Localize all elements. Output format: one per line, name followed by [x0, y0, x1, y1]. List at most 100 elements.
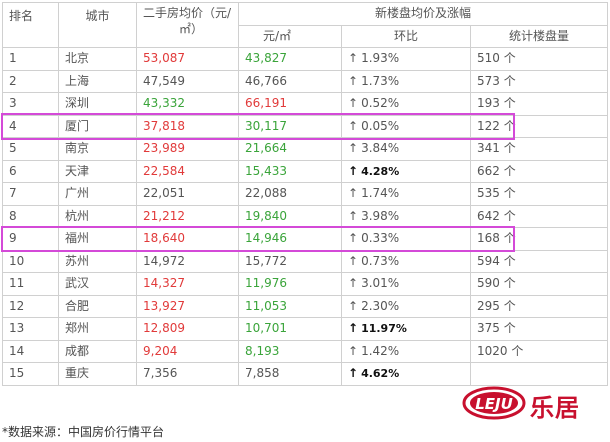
- cell-new-price: 7,858: [238, 362, 342, 386]
- cell-secondhand-price: 47,549: [136, 69, 239, 93]
- cell-city: 武汉: [58, 272, 137, 296]
- table-row: 14 成都 9,204 8,193 ↑ 1.42% 1020 个: [2, 339, 609, 363]
- cell-secondhand-price: 22,584: [136, 159, 239, 183]
- leju-logo-text: 乐居: [530, 394, 580, 422]
- cell-mom: ↑ 0.05%: [341, 114, 471, 138]
- up-arrow-icon: ↑: [348, 208, 359, 223]
- header-newhouse-group: 新楼盘均价及涨幅: [237, 2, 609, 26]
- cell-mom: ↑ 0.73%: [341, 249, 471, 273]
- cell-city: 杭州: [58, 204, 137, 228]
- cell-new-price: 46,766: [238, 69, 342, 93]
- cell-city: 厦门: [58, 114, 137, 138]
- cell-city: 成都: [58, 339, 137, 363]
- up-arrow-icon: ↑: [348, 141, 359, 156]
- up-arrow-icon: ↑: [348, 253, 359, 268]
- cell-secondhand-price: 53,087: [136, 47, 239, 71]
- table-row: 15 重庆 7,356 7,858 ↑ 4.62%: [2, 362, 609, 386]
- cell-rank: 3: [2, 92, 59, 116]
- cell-secondhand-price: 22,051: [136, 182, 239, 206]
- cell-city: 上海: [58, 69, 137, 93]
- price-ranking-table: 排名 城市 二手房均价（元/ ㎡） 新楼盘均价及涨幅 元/㎡ 环比 统计楼盘量 …: [2, 2, 609, 386]
- mom-value: 11.97%: [361, 322, 407, 336]
- cell-secondhand-price: 9,204: [136, 339, 239, 363]
- cell-new-price: 10,701: [238, 317, 342, 341]
- mom-value: 0.33%: [361, 231, 400, 246]
- up-arrow-icon: ↑: [348, 321, 359, 336]
- cell-rank: 2: [2, 69, 59, 93]
- cell-mom: ↑ 1.74%: [341, 182, 471, 206]
- cell-city: 广州: [58, 182, 137, 206]
- cell-rank: 9: [2, 227, 59, 251]
- up-arrow-icon: ↑: [348, 298, 359, 313]
- svg-text:LEJU: LEJU: [475, 395, 513, 413]
- cell-mom: ↑ 2.30%: [341, 294, 471, 318]
- cell-count: [469, 362, 609, 386]
- cell-new-price: 66,191: [238, 92, 342, 116]
- cell-mom: ↑ 3.98%: [341, 204, 471, 228]
- mom-value: 1.74%: [361, 186, 400, 201]
- cell-count: 193 个: [469, 92, 609, 116]
- cell-rank: 1: [2, 47, 59, 71]
- header-row-1: 排名 城市 二手房均价（元/ ㎡） 新楼盘均价及涨幅: [2, 2, 609, 48]
- cell-mom: ↑ 1.42%: [341, 339, 471, 363]
- up-arrow-icon: ↑: [348, 51, 359, 66]
- header-secondhand-line1: 二手房均价（元/: [143, 6, 232, 20]
- header-count: 统计楼盘量: [469, 24, 609, 48]
- cell-mom: ↑ 1.73%: [341, 69, 471, 93]
- cell-count: 662 个: [469, 159, 609, 183]
- cell-count: 642 个: [469, 204, 609, 228]
- data-source-note: *数据来源：中国房价行情平台: [2, 425, 165, 439]
- table-row: 5 南京 23,989 21,664 ↑ 3.84% 341 个: [2, 137, 609, 161]
- table-body: 1 北京 53,087 43,827 ↑ 1.93% 510 个 2 上海 47,549 46,76…: [2, 47, 609, 386]
- mom-value: 1.93%: [361, 51, 400, 66]
- cell-rank: 10: [2, 249, 59, 273]
- cell-rank: 11: [2, 272, 59, 296]
- cell-count: 122 个: [469, 114, 609, 138]
- mom-value: 1.73%: [361, 73, 400, 88]
- mom-value: 3.84%: [361, 141, 400, 156]
- cell-new-price: 22,088: [238, 182, 342, 206]
- cell-city: 北京: [58, 47, 137, 71]
- cell-rank: 6: [2, 159, 59, 183]
- cell-new-price: 14,946: [238, 227, 342, 251]
- cell-mom: ↑ 11.97%: [341, 317, 471, 341]
- mom-value: 3.01%: [361, 276, 400, 291]
- cell-mom: ↑ 3.01%: [341, 272, 471, 296]
- cell-rank: 13: [2, 317, 59, 341]
- header-rank: 排名: [2, 2, 59, 48]
- table-row: 3 深圳 43,332 66,191 ↑ 0.52% 193 个: [2, 92, 609, 116]
- price-ranking-table-wrapper: 排名 城市 二手房均价（元/ ㎡） 新楼盘均价及涨幅 元/㎡ 环比 统计楼盘量 …: [2, 2, 609, 386]
- cell-city: 南京: [58, 137, 137, 161]
- cell-new-price: 11,976: [238, 272, 342, 296]
- cell-city: 天津: [58, 159, 137, 183]
- header-newhouse-price: 元/㎡: [238, 24, 342, 48]
- cell-rank: 15: [2, 362, 59, 386]
- cell-rank: 5: [2, 137, 59, 161]
- cell-city: 苏州: [58, 249, 137, 273]
- cell-city: 深圳: [58, 92, 137, 116]
- cell-count: 375 个: [469, 317, 609, 341]
- cell-new-price: 21,664: [238, 137, 342, 161]
- up-arrow-icon: ↑: [348, 186, 359, 201]
- table-row: 7 广州 22,051 22,088 ↑ 1.74% 535 个: [2, 182, 609, 206]
- table-row: 13 郑州 12,809 10,701 ↑ 11.97% 375 个: [2, 317, 609, 341]
- cell-secondhand-price: 13,927: [136, 294, 239, 318]
- cell-count: 295 个: [469, 294, 609, 318]
- cell-secondhand-price: 21,212: [136, 204, 239, 228]
- cell-secondhand-price: 18,640: [136, 227, 239, 251]
- mom-value: 0.05%: [361, 118, 400, 133]
- up-arrow-icon: ↑: [348, 343, 359, 358]
- header-secondhand-line2: ㎡）: [179, 22, 204, 36]
- cell-secondhand-price: 43,332: [136, 92, 239, 116]
- cell-secondhand-price: 12,809: [136, 317, 239, 341]
- cell-rank: 14: [2, 339, 59, 363]
- cell-city: 合肥: [58, 294, 137, 318]
- header-mom: 环比: [341, 24, 471, 48]
- cell-count: 594 个: [469, 249, 609, 273]
- cell-secondhand-price: 37,818: [136, 114, 239, 138]
- cell-city: 福州: [58, 227, 137, 251]
- header-secondhand-price: 二手房均价（元/ ㎡）: [136, 2, 239, 48]
- cell-mom: ↑ 4.62%: [341, 362, 471, 386]
- cell-city: 重庆: [58, 362, 137, 386]
- cell-count: 341 个: [469, 137, 609, 161]
